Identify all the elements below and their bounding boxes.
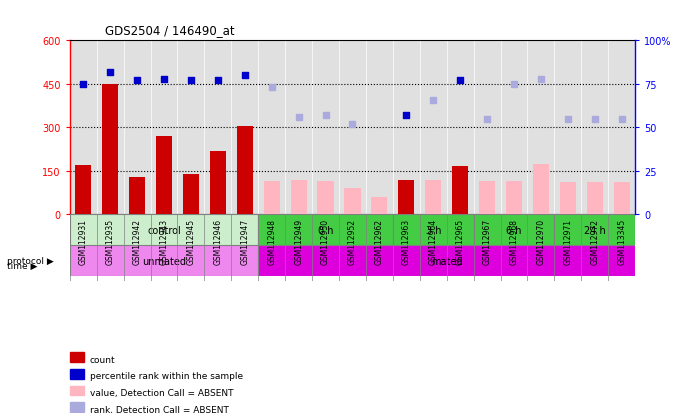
Bar (318, 182, 334, 215)
Text: count: count (89, 355, 115, 364)
Text: time ▶: time ▶ (7, 261, 38, 270)
Bar (70, 386, 84, 396)
Bar (264, 182, 280, 215)
Text: GSM112963: GSM112963 (402, 218, 411, 264)
Text: GSM112943: GSM112943 (160, 218, 168, 264)
Text: 3 h: 3 h (426, 225, 441, 235)
Bar (533, 164, 549, 215)
Bar (70, 215, 258, 246)
Bar (102, 85, 118, 215)
Text: GSM112970: GSM112970 (537, 218, 545, 264)
Text: GSM112968: GSM112968 (510, 218, 519, 264)
Text: GDS2504 / 146490_at: GDS2504 / 146490_at (105, 24, 235, 37)
Text: GSM112931: GSM112931 (79, 218, 88, 264)
Point (186, 78, 197, 85)
Bar (156, 137, 172, 215)
Bar (344, 189, 361, 215)
Text: GSM112964: GSM112964 (429, 218, 438, 264)
Bar (554, 215, 635, 246)
Point (535, 76, 547, 83)
Bar (70, 369, 84, 379)
Point (320, 113, 331, 119)
Text: 6 h: 6 h (506, 225, 522, 235)
Point (293, 114, 304, 121)
Bar (258, 246, 635, 277)
Text: control: control (147, 225, 181, 235)
Point (105, 69, 116, 76)
Text: GSM112945: GSM112945 (186, 218, 195, 264)
Text: GSM113345: GSM113345 (617, 218, 626, 264)
Text: GSM112949: GSM112949 (294, 218, 303, 264)
Point (158, 76, 170, 83)
Text: GSM112948: GSM112948 (267, 218, 276, 264)
Text: protocol ▶: protocol ▶ (7, 257, 54, 266)
Bar (425, 180, 441, 215)
Point (347, 121, 358, 128)
Text: GSM112946: GSM112946 (214, 218, 223, 264)
Point (131, 78, 142, 85)
Point (266, 85, 277, 91)
Bar (587, 183, 603, 215)
Point (401, 113, 412, 119)
Bar (452, 167, 468, 215)
Bar (560, 183, 576, 215)
Text: GSM112971: GSM112971 (563, 218, 572, 264)
Text: GSM112967: GSM112967 (482, 218, 491, 264)
Bar (75, 166, 91, 215)
Point (77, 81, 89, 88)
Bar (70, 402, 84, 412)
Bar (258, 215, 393, 246)
Text: unmated: unmated (142, 256, 186, 266)
Point (563, 116, 574, 123)
Text: mated: mated (431, 256, 463, 266)
Text: rank, Detection Call = ABSENT: rank, Detection Call = ABSENT (89, 405, 228, 413)
Bar (371, 197, 387, 215)
Point (454, 78, 466, 85)
Text: GSM112947: GSM112947 (240, 218, 249, 264)
Text: percentile rank within the sample: percentile rank within the sample (89, 372, 243, 380)
Text: GSM112935: GSM112935 (105, 218, 114, 264)
Bar (393, 215, 474, 246)
Bar (183, 174, 199, 215)
Point (239, 73, 251, 79)
Bar (506, 182, 522, 215)
Bar (479, 182, 495, 215)
Bar (129, 177, 145, 215)
Point (508, 81, 519, 88)
Bar (70, 246, 258, 277)
Bar (237, 126, 253, 215)
Point (616, 116, 628, 123)
Bar (474, 215, 554, 246)
Bar (290, 180, 306, 215)
Point (589, 116, 600, 123)
Text: GSM112965: GSM112965 (456, 218, 465, 264)
Text: 0 h: 0 h (318, 225, 334, 235)
Text: 24 h: 24 h (584, 225, 606, 235)
Text: value, Detection Call = ABSENT: value, Detection Call = ABSENT (89, 388, 233, 397)
Bar (210, 151, 226, 215)
Text: GSM112950: GSM112950 (321, 218, 330, 264)
Text: GSM112962: GSM112962 (375, 218, 384, 264)
Point (212, 78, 223, 85)
Text: GSM112952: GSM112952 (348, 218, 357, 264)
Point (428, 97, 439, 104)
Text: GSM112942: GSM112942 (133, 218, 142, 264)
Text: GSM112972: GSM112972 (591, 218, 600, 264)
Bar (399, 180, 415, 215)
Bar (614, 183, 630, 215)
Point (482, 116, 493, 123)
Bar (70, 352, 84, 362)
